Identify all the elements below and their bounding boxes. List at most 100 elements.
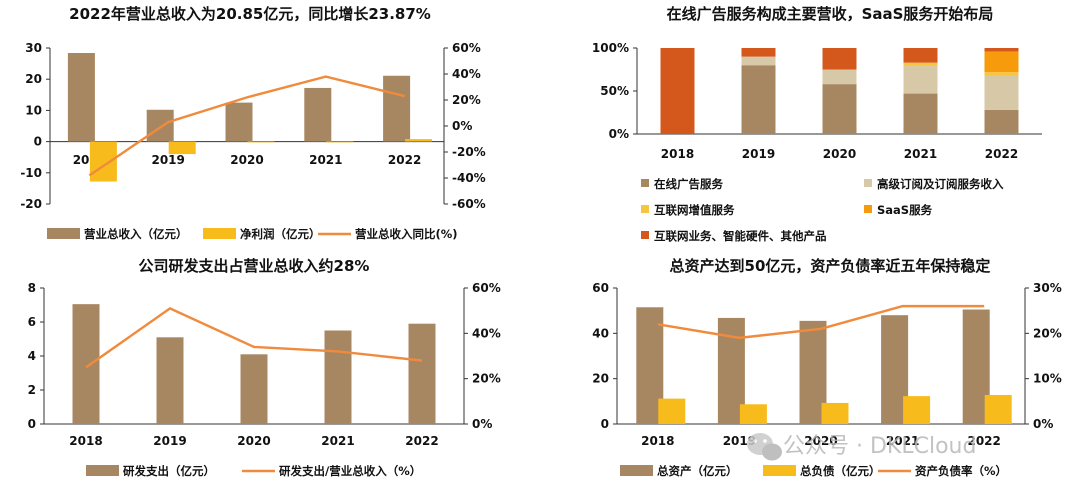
revenue-left-tick-label: -10 bbox=[20, 166, 42, 180]
assets-right-tick-label: 20% bbox=[1033, 326, 1062, 340]
revenue-left-tick-label: 10 bbox=[25, 103, 42, 117]
revenue_mix-legend-swatch bbox=[641, 205, 649, 213]
assets-category-label: 2018 bbox=[641, 434, 674, 448]
revenue_mix-tick-label: 100% bbox=[592, 41, 629, 55]
revenue-title: 2022年营业总收入为20.85亿元，同比增长23.87% bbox=[69, 5, 431, 23]
revenue_mix-legend-swatch bbox=[864, 205, 872, 213]
revenue-bar bbox=[383, 75, 411, 142]
assets-left-tick-label: 60 bbox=[592, 281, 609, 295]
revenue-left-tick-label: 30 bbox=[25, 41, 42, 55]
assets-line-series bbox=[657, 304, 985, 340]
revenue-left-tick-label: 0 bbox=[34, 135, 42, 149]
revenue_mix-tick-label: 0% bbox=[609, 127, 629, 141]
assets-category-label: 2021 bbox=[886, 434, 919, 448]
revenue-line-series bbox=[88, 75, 405, 177]
revenue_mix-stack-segment bbox=[660, 48, 695, 134]
revenue-bar bbox=[326, 141, 354, 143]
revenue_mix-stack-segment bbox=[741, 65, 776, 134]
watermark: 公众号 · DKLCloud bbox=[747, 433, 976, 461]
rnd-bar bbox=[240, 354, 268, 424]
revenue_mix-legend-swatch bbox=[864, 179, 872, 187]
revenue-bar bbox=[168, 141, 196, 155]
rnd-bar bbox=[408, 323, 436, 424]
revenue_mix-stack-segment bbox=[984, 51, 1019, 73]
wechat-icon-eye bbox=[753, 439, 757, 443]
revenue_mix-stack-segment bbox=[822, 48, 857, 70]
revenue_mix-stack-segment bbox=[903, 62, 938, 67]
assets-bar bbox=[739, 404, 767, 424]
revenue-legend-label: 营业总收入同比(%) bbox=[355, 227, 458, 241]
assets-chart: 总资产达到50亿元，资产负债率近五年保持稳定 60 40 20 0 30% 20% 10% 0%… bbox=[592, 257, 1061, 478]
rnd-right-tick-label: 40% bbox=[472, 326, 501, 340]
revenue_mix-category-label: 2019 bbox=[742, 147, 775, 161]
revenue_mix-legend-swatch bbox=[641, 179, 649, 187]
revenue-legend-swatch bbox=[203, 228, 236, 239]
revenue_mix-stack-segment bbox=[984, 72, 1019, 76]
rnd-category-label: 2019 bbox=[153, 434, 186, 448]
rnd-bar bbox=[324, 330, 352, 424]
rnd-left-tick-label: 2 bbox=[28, 383, 36, 397]
rnd-category-label: 2021 bbox=[321, 434, 354, 448]
rnd-line-series bbox=[85, 307, 423, 369]
revenue_mix-stack-segment bbox=[741, 56, 776, 66]
revenue-bar bbox=[247, 141, 275, 143]
assets-left-tick-label: 20 bbox=[592, 372, 609, 386]
revenue-bar bbox=[405, 139, 433, 142]
revenue_mix-chart: 在线广告服务构成主要营收，SaaS服务开始布局 100% 50% 0% 2018 2019… bbox=[592, 5, 1042, 243]
rnd-legend-label: 研发支出（亿元） bbox=[123, 464, 215, 478]
assets-left-tick-label: 0 bbox=[601, 417, 609, 431]
revenue-left-tick-label: -20 bbox=[20, 197, 42, 211]
revenue-bar bbox=[225, 102, 253, 142]
revenue_mix-stack-segment bbox=[984, 48, 1019, 52]
rnd-category-label: 2020 bbox=[237, 434, 270, 448]
revenue-left-tick-label: 20 bbox=[25, 72, 42, 86]
revenue-right-tick-label: 0% bbox=[452, 119, 472, 133]
revenue-bar bbox=[304, 87, 332, 142]
revenue-legend-label: 净利润（亿元） bbox=[240, 227, 321, 241]
assets-legend-label: 总资产（亿元） bbox=[657, 464, 738, 478]
revenue_mix-category-label: 2021 bbox=[904, 147, 937, 161]
revenue_mix-category-label: 2018 bbox=[661, 147, 694, 161]
rnd-category-label: 2018 bbox=[69, 434, 102, 448]
revenue_mix-tick-label: 50% bbox=[600, 84, 629, 98]
assets-right-tick-label: 0% bbox=[1033, 417, 1053, 431]
revenue-chart: 2022年营业总收入为20.85亿元，同比增长23.87% 30 20 10 0 -10 -… bbox=[20, 5, 485, 241]
revenue_mix-legend-label: SaaS服务 bbox=[877, 203, 933, 217]
rnd-title: 公司研发支出占营业总收入约28% bbox=[139, 257, 370, 275]
revenue_mix-stack-segment bbox=[903, 48, 938, 63]
revenue_mix-stack-segment bbox=[903, 66, 938, 94]
rnd-right-tick-label: 0% bbox=[472, 417, 492, 431]
rnd-right-tick-label: 20% bbox=[472, 372, 501, 386]
revenue-right-tick-label: 40% bbox=[452, 67, 481, 81]
assets-legend-swatch bbox=[763, 465, 796, 476]
wechat-icon-bubble bbox=[762, 443, 782, 461]
revenue-right-tick-label: -20% bbox=[452, 145, 486, 159]
assets-title: 总资产达到50亿元，资产负债率近五年保持稳定 bbox=[670, 257, 991, 275]
rnd-left-tick-label: 8 bbox=[28, 281, 36, 295]
revenue-legend-swatch bbox=[47, 228, 80, 239]
rnd-left-tick-label: 6 bbox=[28, 315, 36, 329]
revenue_mix-stack-segment bbox=[741, 48, 776, 57]
revenue-legend-label: 营业总收入（亿元） bbox=[84, 227, 188, 241]
revenue_mix-stack-segment bbox=[984, 75, 1019, 110]
rnd-chart: 公司研发支出占营业总收入约28% 8 6 4 2 0 60% 40% 20% 0% 2018 2019… bbox=[28, 257, 501, 478]
revenue-category-label: 2021 bbox=[309, 153, 342, 167]
rnd-bar bbox=[72, 304, 100, 424]
assets-category-label: 2022 bbox=[967, 434, 1000, 448]
revenue_mix-category-label: 2022 bbox=[985, 147, 1018, 161]
assets-right-tick-label: 10% bbox=[1033, 372, 1062, 386]
assets-legend-swatch bbox=[620, 465, 653, 476]
assets-bar bbox=[821, 402, 849, 424]
revenue-right-tick-label: -40% bbox=[452, 171, 486, 185]
rnd-legend-label: 研发支出/营业总收入（%） bbox=[279, 464, 421, 478]
assets-category-label: 2020 bbox=[804, 434, 837, 448]
revenue-category-label: 2020 bbox=[230, 153, 263, 167]
revenue_mix-category-label: 2020 bbox=[823, 147, 856, 161]
watermark-text: 公众号 · DKLCloud bbox=[783, 434, 976, 459]
revenue-bar bbox=[67, 52, 95, 142]
revenue_mix-legend-label: 在线广告服务 bbox=[654, 177, 723, 191]
assets-legend-label: 资产负债率（%） bbox=[915, 464, 1007, 478]
assets-bar bbox=[658, 398, 686, 424]
assets-bar bbox=[984, 394, 1012, 424]
